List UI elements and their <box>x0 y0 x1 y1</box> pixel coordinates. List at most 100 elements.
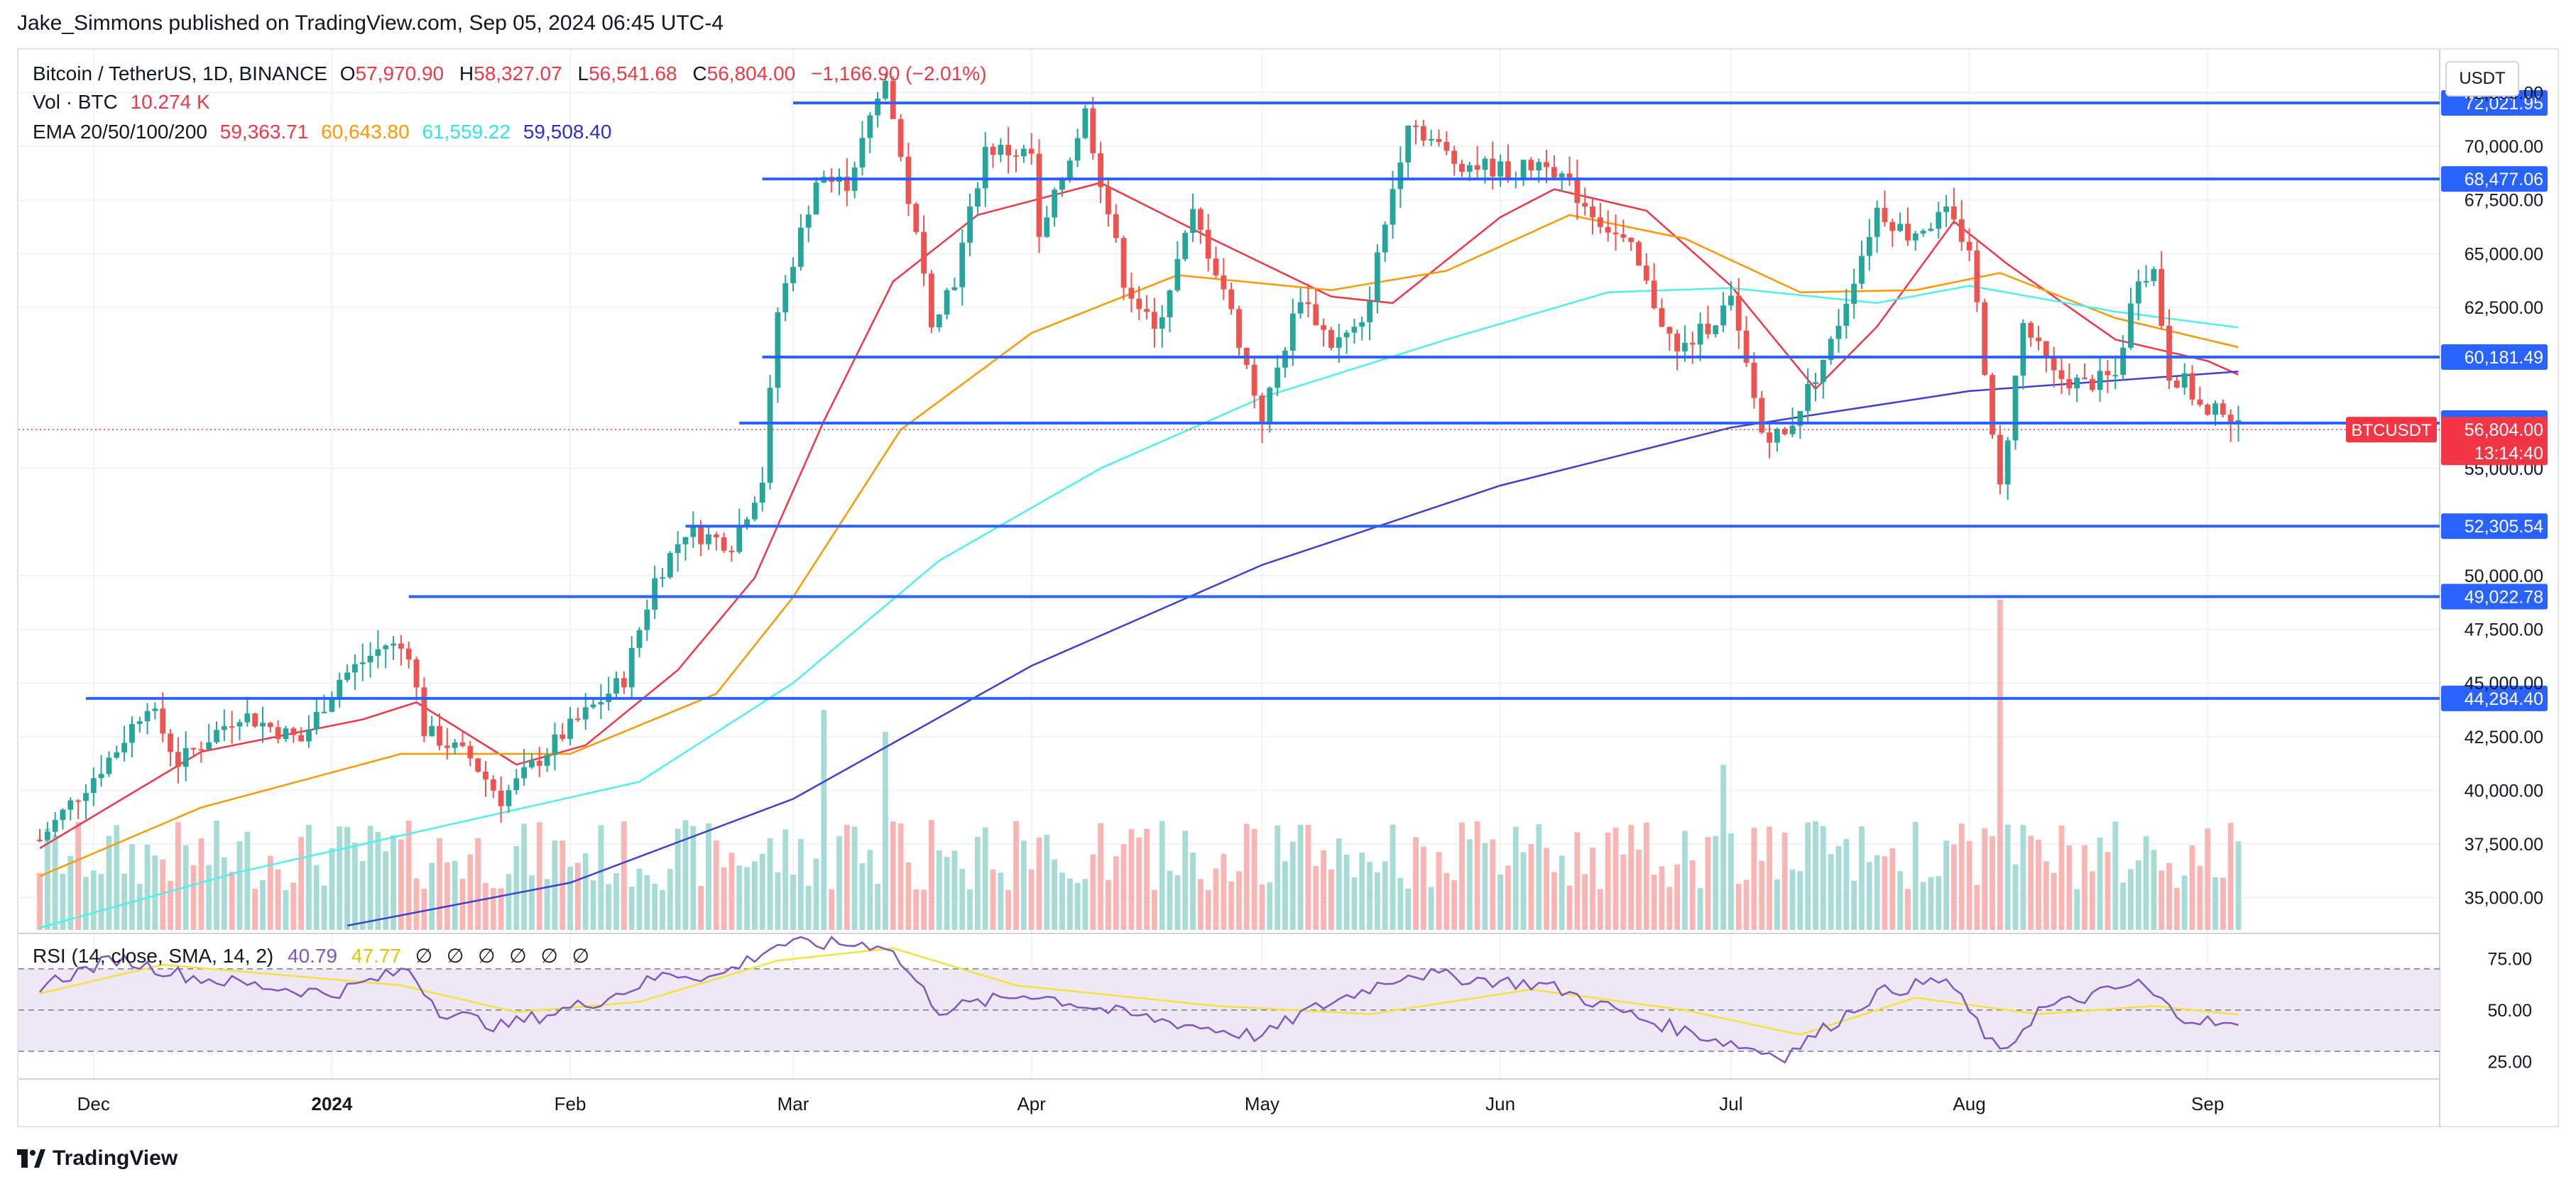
candle-body <box>1490 158 1496 177</box>
volume-bar <box>1528 844 1534 930</box>
candle-body <box>98 774 104 779</box>
candle-body <box>1636 242 1642 266</box>
ohlc-legend[interactable]: Bitcoin / TetherUS, 1D, BINANCE O57,970.… <box>33 62 997 85</box>
candle-body <box>52 820 58 832</box>
candle-body <box>1420 126 1426 141</box>
candle-body <box>1182 232 1189 259</box>
candle-body <box>1405 126 1412 163</box>
volume-bar <box>1144 828 1150 930</box>
currency-selector[interactable]: USDT <box>2445 61 2519 97</box>
candle-body <box>467 745 474 759</box>
candle-body <box>75 800 82 802</box>
candle-body <box>1297 302 1304 314</box>
volume-bar <box>1313 866 1319 930</box>
volume-bar <box>744 867 750 930</box>
volume-bar <box>1781 832 1788 930</box>
volume-bar <box>168 881 173 930</box>
candle-body <box>1482 158 1488 170</box>
ema50-value: 60,643.80 <box>321 121 410 143</box>
candle-body <box>1005 145 1012 155</box>
volume-bar <box>1013 821 1019 930</box>
candle-body <box>1990 375 1995 435</box>
rsi-legend[interactable]: RSI (14, close, SMA, 14, 2) 40.79 47.77 … <box>33 944 598 968</box>
volume-bar <box>1074 882 1081 930</box>
volume-bar <box>2074 889 2080 930</box>
candle-body <box>337 679 343 698</box>
volume-bar <box>660 889 665 930</box>
time-axis: Dec 2024 Feb Mar Apr May Jun Jul Aug Sep <box>77 1093 2225 1114</box>
candle-body <box>1052 190 1058 218</box>
volume-bar <box>214 820 219 930</box>
volume-bar <box>1620 854 1627 930</box>
volume-bar <box>1036 838 1042 930</box>
candle-body <box>1620 234 1627 238</box>
candle-body <box>182 747 189 767</box>
candle-body <box>2135 281 2141 304</box>
candle-body <box>236 722 243 727</box>
volume-legend[interactable]: Vol · BTC 10.274 K <box>33 91 217 114</box>
volume-bar <box>1205 889 1211 930</box>
volume-bar <box>2143 836 2149 930</box>
candle-body <box>982 146 988 189</box>
candle-body <box>805 214 812 228</box>
volume-bar <box>221 857 227 930</box>
level-tag-text-0: 72,021.95 <box>2465 94 2543 114</box>
low-label: L <box>577 62 589 84</box>
tradingview-brand[interactable]: TradingView <box>17 1144 178 1173</box>
candle-body <box>1036 153 1042 237</box>
volume-bar <box>1636 849 1642 930</box>
volume-bar <box>1582 874 1588 930</box>
candle-body <box>1866 236 1872 256</box>
candle-body <box>375 649 381 656</box>
candle-body <box>859 138 866 168</box>
y-tick-label-1: 37,500.00 <box>2465 835 2543 855</box>
candle-body <box>1313 304 1319 326</box>
candle-body <box>114 752 120 758</box>
candle-body <box>921 231 927 274</box>
symbol-tag-text: BTCUSDT <box>2351 421 2432 440</box>
candle-body <box>1228 289 1235 309</box>
volume-bar <box>75 821 82 930</box>
volume-bar <box>982 827 988 930</box>
candle-body <box>990 146 996 155</box>
volume-bar <box>1090 854 1096 930</box>
volume-bar <box>1436 852 1442 930</box>
volume-bar <box>1228 881 1235 930</box>
candle-body <box>1897 224 1904 231</box>
candle-body <box>367 655 373 663</box>
candle-body <box>628 647 635 688</box>
candle-body <box>2212 403 2218 415</box>
change-value: −1,166.90 (−2.01%) <box>811 62 987 84</box>
volume-bar <box>106 835 112 930</box>
volume-bar <box>713 840 719 930</box>
symbol-title[interactable]: Bitcoin / TetherUS, 1D, BINANCE <box>33 62 327 84</box>
candle-body <box>1528 160 1534 171</box>
candle-body <box>706 534 711 544</box>
volume-bar <box>790 874 796 930</box>
candle-body <box>797 227 804 267</box>
candle-body <box>1190 209 1196 233</box>
candle-body <box>2028 323 2034 338</box>
chart-frame <box>17 48 2559 1127</box>
candle-body <box>2143 281 2149 283</box>
candle-body <box>106 757 112 774</box>
volume-bar <box>37 872 43 930</box>
volume-bar <box>2097 837 2103 930</box>
rsi-empty-4: ∅ <box>509 945 527 967</box>
volume-bar <box>1713 835 1719 930</box>
volume-bar <box>1174 875 1181 930</box>
candle-body <box>221 726 227 730</box>
volume-bar <box>506 874 512 930</box>
ema-legend[interactable]: EMA 20/50/100/200 59,363.71 60,643.80 61… <box>33 121 618 143</box>
candle-body <box>1106 187 1111 214</box>
candle-body <box>483 772 489 779</box>
volume-bar <box>967 889 973 930</box>
candle-body <box>2012 376 2019 441</box>
candle-body <box>421 687 427 736</box>
candle-body <box>1044 217 1050 237</box>
level-tag-text-6: 44,284.40 <box>2465 689 2543 709</box>
x-tick-label-6: Jun <box>1485 1093 1515 1114</box>
candle-body <box>2227 415 2234 424</box>
volume-bar <box>728 853 735 930</box>
